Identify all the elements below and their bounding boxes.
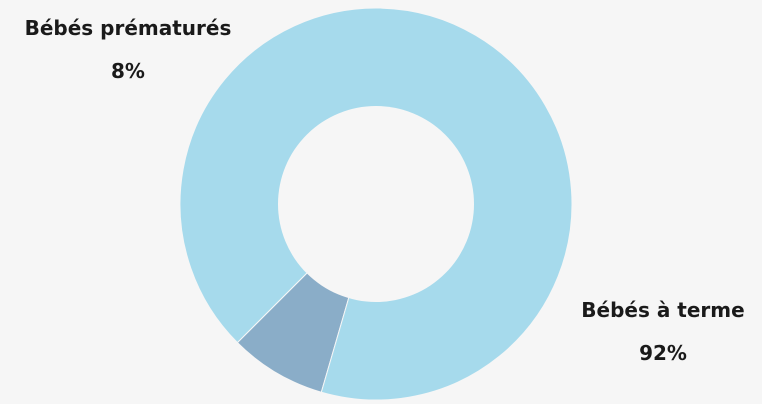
label-preterm-name: Bébés prématurés xyxy=(25,16,232,40)
label-term-name: Bébés à terme xyxy=(581,298,744,322)
label-term-value: 92% xyxy=(639,341,687,365)
label-preterm: Bébés prématurés 8% xyxy=(25,16,232,83)
label-term: Bébés à terme 92% xyxy=(581,298,744,365)
donut-hole xyxy=(278,106,474,302)
label-preterm-value: 8% xyxy=(111,59,145,83)
